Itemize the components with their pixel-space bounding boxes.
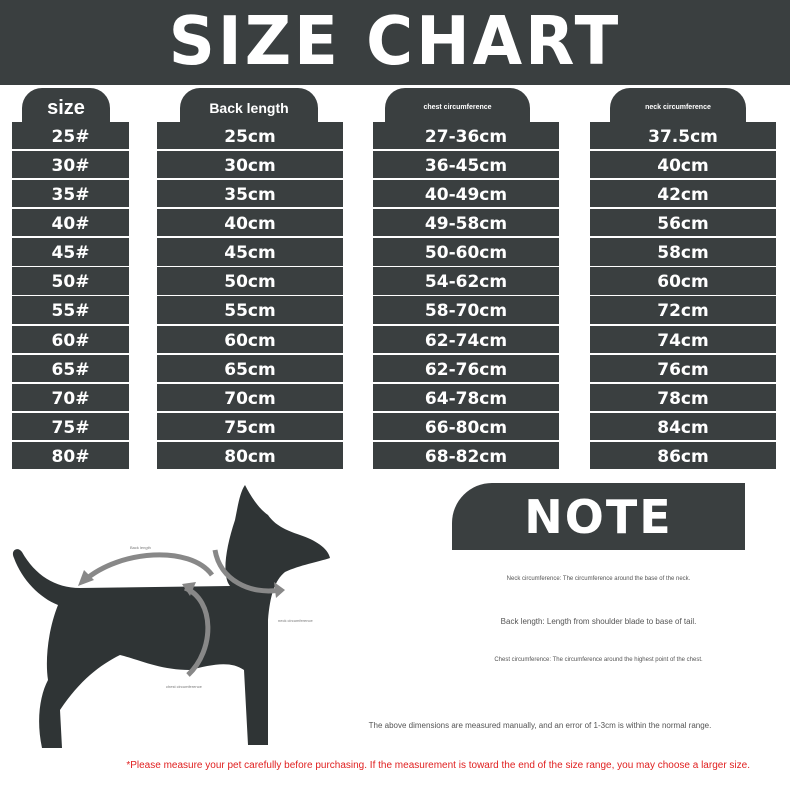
table-cell: 58cm [590, 238, 776, 266]
header-banner: SIZE CHART [0, 0, 790, 85]
column-header: chest circumference [385, 88, 530, 124]
note-back: Back length: Length from shoulder blade … [500, 617, 697, 626]
diagram-neck-label: neck circumference [278, 618, 313, 623]
table-cell: 62-74cm [373, 325, 559, 353]
table-cell: 76cm [590, 354, 776, 382]
table-cell: 60cm [590, 267, 776, 295]
column-header: Back length [180, 88, 318, 124]
table-cell: 56cm [590, 209, 776, 237]
table-cell: 30# [12, 151, 129, 179]
table-cell: 72cm [590, 296, 776, 324]
note-error: The above dimensions are measured manual… [368, 721, 712, 730]
table-cell: 62-76cm [373, 354, 559, 382]
column-header: neck circumference [610, 88, 746, 126]
diagram-chest-label: chest circumference [166, 684, 202, 689]
table-cell: 40cm [590, 151, 776, 179]
diagram-back-label: Back length [130, 545, 151, 550]
table-cell: 75# [12, 412, 129, 440]
table-cell: 40# [12, 209, 129, 237]
table-cell: 60cm [157, 325, 343, 353]
table-cell: 40-49cm [373, 180, 559, 208]
table-cell: 78cm [590, 383, 776, 411]
warning-text: *Please measure your pet carefully befor… [126, 760, 750, 771]
arrowhead [78, 570, 94, 586]
table-cell: 50# [12, 267, 129, 295]
neck-arrow [212, 549, 281, 594]
note-neck: Neck circumference: The circumference ar… [506, 576, 691, 582]
table-cell: 50cm [157, 267, 343, 295]
table-cell: 58-70cm [373, 296, 559, 324]
table-cell: 49-58cm [373, 209, 559, 237]
table-cell: 55cm [157, 296, 343, 324]
table-cell: 86cm [590, 441, 776, 470]
table-cell: 66-80cm [373, 412, 559, 440]
table-cell: 68-82cm [373, 441, 559, 470]
back-length-arrow [83, 552, 215, 582]
table-cell: 25cm [157, 122, 343, 150]
dog-silhouette [12, 485, 331, 748]
table-cell: 40cm [157, 209, 343, 237]
table-cell: 35# [12, 180, 129, 208]
table-cell: 84cm [590, 412, 776, 440]
table-cell: 70cm [157, 383, 343, 411]
table-cell: 30cm [157, 151, 343, 179]
table-cell: 74cm [590, 325, 776, 353]
chest-arrow [183, 585, 211, 677]
table-cell: 80# [12, 441, 129, 470]
table-cell: 35cm [157, 180, 343, 208]
note-chest: Chest circumference: The circumference a… [494, 657, 703, 663]
dog-diagram [12, 485, 331, 748]
table-cell: 65# [12, 354, 129, 382]
arrowhead [274, 582, 285, 598]
table-cell: 36-45cm [373, 151, 559, 179]
table-cell: 70# [12, 383, 129, 411]
table-cell: 25# [12, 122, 129, 150]
table-cell: 60# [12, 325, 129, 353]
table-cell: 42cm [590, 180, 776, 208]
table-cell: 65cm [157, 354, 343, 382]
table-cell: 37.5cm [590, 122, 776, 150]
table-cell: 75cm [157, 412, 343, 440]
arrowhead [182, 582, 196, 596]
table-cell: 80cm [157, 441, 343, 470]
table-cell: 55# [12, 296, 129, 324]
table-cell: 64-78cm [373, 383, 559, 411]
table-cell: 27-36cm [373, 122, 559, 150]
page-title: SIZE CHART [168, 3, 622, 81]
table-cell: 50-60cm [373, 238, 559, 266]
table-cell: 45cm [157, 238, 343, 266]
column-header: size [22, 88, 110, 124]
note-title: NOTE [452, 483, 745, 550]
table-cell: 45# [12, 238, 129, 266]
table-cell: 54-62cm [373, 267, 559, 295]
